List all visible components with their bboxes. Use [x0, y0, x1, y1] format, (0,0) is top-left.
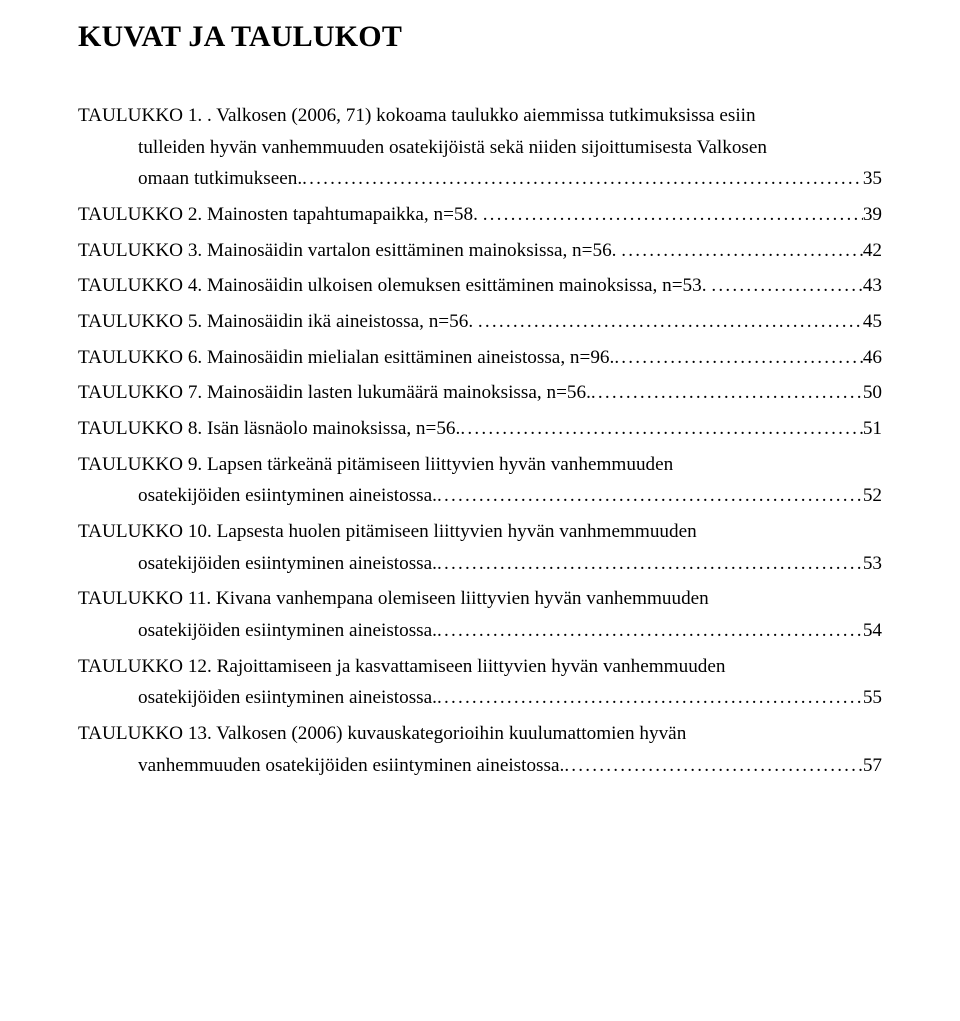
toc-leader: ........................................…	[460, 413, 862, 445]
toc-leader: ........................................…	[621, 235, 863, 267]
table-of-contents: TAULUKKO 1. . Valkosen (2006, 71) kokoam…	[78, 100, 882, 781]
toc-entry: TAULUKKO 7. Mainosäidin lasten lukumäärä…	[78, 377, 882, 409]
toc-entry: TAULUKKO 9. Lapsen tärkeänä pitämiseen l…	[78, 449, 882, 512]
toc-entry: TAULUKKO 10. Lapsesta huolen pitämiseen …	[78, 516, 882, 579]
toc-text: TAULUKKO 7. Mainosäidin lasten lukumäärä…	[78, 377, 591, 409]
toc-entry: TAULUKKO 6. Mainosäidin mielialan esittä…	[78, 342, 882, 374]
toc-page: 35	[863, 163, 882, 195]
toc-last-line: osatekijöiden esiintyminen aineistossa..…	[78, 615, 882, 647]
toc-text: TAULUKKO 13. Valkosen (2006) kuvauskateg…	[78, 718, 686, 750]
toc-last-text: osatekijöiden esiintyminen aineistossa.	[78, 480, 437, 512]
toc-leader: ........................................…	[483, 199, 863, 231]
toc-text: TAULUKKO 2. Mainosten tapahtumapaikka, n…	[78, 199, 483, 231]
toc-line: TAULUKKO 8. Isän läsnäolo mainoksissa, n…	[78, 413, 882, 445]
toc-line: TAULUKKO 6. Mainosäidin mielialan esittä…	[78, 342, 882, 374]
toc-last-line: vanhemmuuden osatekijöiden esiintyminen …	[78, 750, 882, 782]
toc-first-line: TAULUKKO 13. Valkosen (2006) kuvauskateg…	[78, 718, 882, 750]
toc-last-text: osatekijöiden esiintyminen aineistossa.	[78, 548, 437, 580]
toc-cont-text: tulleiden hyvän vanhemmuuden osatekijöis…	[78, 132, 767, 164]
toc-page: 51	[863, 413, 882, 445]
toc-entry: TAULUKKO 1. . Valkosen (2006, 71) kokoam…	[78, 100, 882, 195]
toc-entry: TAULUKKO 4. Mainosäidin ulkoisen olemuks…	[78, 270, 882, 302]
toc-text: TAULUKKO 9. Lapsen tärkeänä pitämiseen l…	[78, 449, 673, 481]
toc-page: 54	[863, 615, 882, 647]
toc-last-text: osatekijöiden esiintyminen aineistossa.	[78, 615, 437, 647]
toc-first-line: TAULUKKO 12. Rajoittamiseen ja kasvattam…	[78, 651, 882, 683]
toc-line: TAULUKKO 5. Mainosäidin ikä aineistossa,…	[78, 306, 882, 338]
toc-page: 53	[863, 548, 882, 580]
toc-first-line: TAULUKKO 11. Kivana vanhempana olemiseen…	[78, 583, 882, 615]
toc-line: TAULUKKO 7. Mainosäidin lasten lukumäärä…	[78, 377, 882, 409]
toc-last-text: osatekijöiden esiintyminen aineistossa.	[78, 682, 437, 714]
toc-last-line: osatekijöiden esiintyminen aineistossa..…	[78, 682, 882, 714]
toc-text: TAULUKKO 3. Mainosäidin vartalon esittäm…	[78, 235, 621, 267]
toc-last-text: omaan tutkimukseen.	[78, 163, 302, 195]
toc-leader: ........................................…	[437, 480, 863, 512]
toc-page: 42	[863, 235, 882, 267]
page-title: KUVAT JA TAULUKOT	[78, 20, 882, 54]
toc-page: 43	[863, 270, 882, 302]
toc-last-line: omaan tutkimukseen......................…	[78, 163, 882, 195]
toc-entry: TAULUKKO 11. Kivana vanhempana olemiseen…	[78, 583, 882, 646]
toc-page: 46	[863, 342, 882, 374]
toc-page: 57	[863, 750, 882, 782]
toc-entry: TAULUKKO 5. Mainosäidin ikä aineistossa,…	[78, 306, 882, 338]
toc-text: TAULUKKO 11. Kivana vanhempana olemiseen…	[78, 583, 709, 615]
toc-page: 52	[863, 480, 882, 512]
toc-leader: ........................................…	[478, 306, 863, 338]
toc-last-text: vanhemmuuden osatekijöiden esiintyminen …	[78, 750, 564, 782]
toc-last-line: osatekijöiden esiintyminen aineistossa..…	[78, 548, 882, 580]
toc-page: 45	[863, 306, 882, 338]
toc-leader: ........................................…	[437, 548, 863, 580]
toc-entry: TAULUKKO 12. Rajoittamiseen ja kasvattam…	[78, 651, 882, 714]
toc-entry: TAULUKKO 13. Valkosen (2006) kuvauskateg…	[78, 718, 882, 781]
toc-leader: ........................................…	[302, 163, 863, 195]
toc-first-line: TAULUKKO 9. Lapsen tärkeänä pitämiseen l…	[78, 449, 882, 481]
toc-text: TAULUKKO 1. . Valkosen (2006, 71) kokoam…	[78, 100, 756, 132]
toc-entry: TAULUKKO 8. Isän läsnäolo mainoksissa, n…	[78, 413, 882, 445]
toc-text: TAULUKKO 4. Mainosäidin ulkoisen olemuks…	[78, 270, 711, 302]
toc-leader: ........................................…	[564, 750, 863, 782]
toc-leader: ........................................…	[711, 270, 862, 302]
toc-entry: TAULUKKO 3. Mainosäidin vartalon esittäm…	[78, 235, 882, 267]
toc-leader: ........................................…	[614, 342, 863, 374]
toc-text: TAULUKKO 12. Rajoittamiseen ja kasvattam…	[78, 651, 726, 683]
toc-leader: ........................................…	[591, 377, 863, 409]
toc-leader: ........................................…	[437, 682, 863, 714]
toc-text: TAULUKKO 6. Mainosäidin mielialan esittä…	[78, 342, 614, 374]
toc-page: 55	[863, 682, 882, 714]
toc-line: TAULUKKO 2. Mainosten tapahtumapaikka, n…	[78, 199, 882, 231]
toc-last-line: osatekijöiden esiintyminen aineistossa..…	[78, 480, 882, 512]
toc-page: 50	[863, 377, 882, 409]
toc-cont-line: tulleiden hyvän vanhemmuuden osatekijöis…	[78, 132, 882, 164]
toc-line: TAULUKKO 4. Mainosäidin ulkoisen olemuks…	[78, 270, 882, 302]
toc-page: 39	[863, 199, 882, 231]
toc-first-line: TAULUKKO 10. Lapsesta huolen pitämiseen …	[78, 516, 882, 548]
toc-text: TAULUKKO 10. Lapsesta huolen pitämiseen …	[78, 516, 697, 548]
toc-first-line: TAULUKKO 1. . Valkosen (2006, 71) kokoam…	[78, 100, 882, 132]
toc-entry: TAULUKKO 2. Mainosten tapahtumapaikka, n…	[78, 199, 882, 231]
toc-text: TAULUKKO 8. Isän läsnäolo mainoksissa, n…	[78, 413, 460, 445]
toc-line: TAULUKKO 3. Mainosäidin vartalon esittäm…	[78, 235, 882, 267]
toc-text: TAULUKKO 5. Mainosäidin ikä aineistossa,…	[78, 306, 478, 338]
toc-leader: ........................................…	[437, 615, 863, 647]
